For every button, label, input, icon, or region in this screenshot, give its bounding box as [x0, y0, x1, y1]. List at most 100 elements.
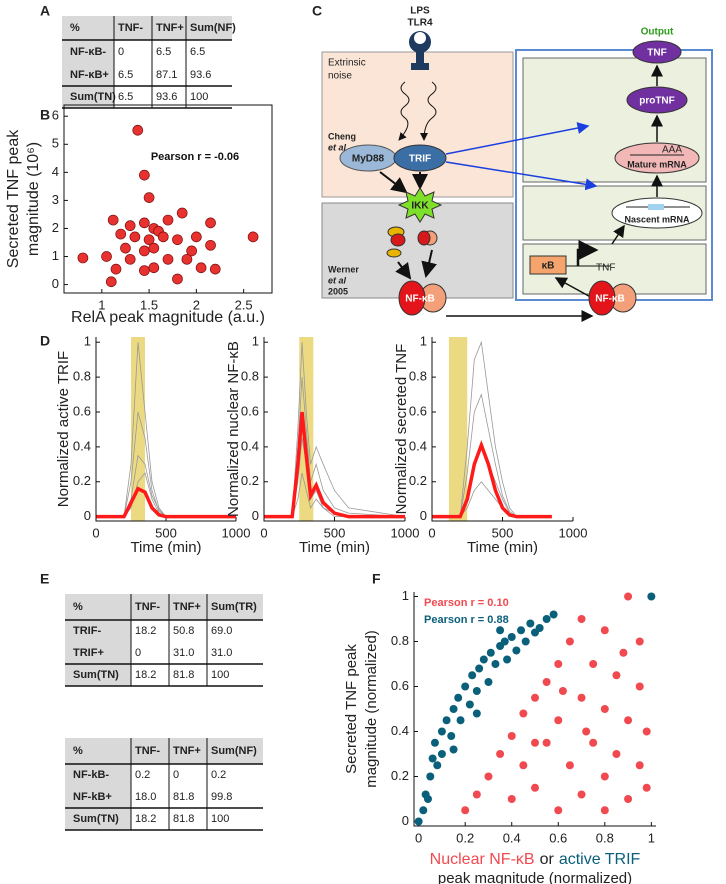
- node-label: Nascent mRNA: [624, 214, 690, 224]
- y-tick-label: 0.4: [241, 438, 259, 453]
- point: [486, 648, 495, 657]
- promoter: [576, 240, 599, 266]
- table: % TNF- TNF+ Sum(NF) NF-κB- 0 6.5 6.5 NF-κB+ 6.5 87…: [62, 16, 236, 109]
- point: [209, 263, 221, 275]
- y-tick-label: 0.8: [391, 633, 409, 648]
- citation: Cheng: [328, 131, 356, 141]
- point: [139, 245, 150, 257]
- point: [500, 637, 509, 646]
- nascent-mrna-node: [611, 197, 703, 229]
- y-axis-label: Secreted TNF peak: [5, 129, 22, 268]
- table-cell: 6.5: [118, 91, 133, 103]
- y-tick-label: 1: [84, 334, 91, 349]
- point: [186, 245, 197, 257]
- point: [157, 231, 169, 243]
- table-cell: 99.8: [211, 791, 232, 803]
- x-tick-label: 500: [324, 525, 346, 540]
- point: [465, 700, 474, 709]
- x-tick-label: 1000: [222, 525, 251, 540]
- point: [77, 252, 89, 264]
- table-cell: TNF+: [173, 601, 201, 613]
- point: [205, 217, 216, 229]
- table-cell: NF-kB-: [73, 769, 109, 781]
- table-cell: 50.8: [173, 625, 194, 637]
- node-label: AAA: [662, 145, 682, 156]
- table-cell: 81.8: [173, 813, 194, 825]
- point: [526, 619, 535, 628]
- point: [600, 806, 609, 815]
- point: [143, 234, 155, 246]
- line: [96, 454, 236, 518]
- annotation: Pearson r = 0.88: [424, 614, 509, 626]
- noise-label: Extrinsic: [328, 58, 366, 69]
- line: [432, 340, 552, 518]
- arrow: [421, 249, 437, 278]
- table-cell: 81.8: [173, 791, 194, 803]
- y-axis-label: Secreted TNF peak: [343, 644, 360, 774]
- axes: [95, 337, 236, 522]
- panel-label: E: [40, 571, 49, 587]
- point: [195, 262, 207, 274]
- y-tick-label: 0.2: [241, 473, 259, 488]
- point: [456, 716, 465, 725]
- node-label: TRIF: [409, 154, 431, 165]
- point: [507, 732, 516, 740]
- x-tick-label: 0.4: [503, 830, 521, 845]
- point: [503, 655, 512, 664]
- trif-node: [393, 144, 447, 172]
- table-cell: 69.0: [211, 625, 232, 637]
- point: [461, 806, 470, 815]
- rowhead-bg: [65, 738, 131, 830]
- x-tick-label: 0.8: [596, 830, 614, 845]
- point: [139, 169, 150, 181]
- point: [447, 732, 456, 740]
- y-tick-label: 0.6: [391, 678, 409, 693]
- line: [432, 440, 552, 519]
- point: [107, 214, 119, 226]
- point: [600, 772, 609, 781]
- table-cell: TRIF+: [73, 647, 104, 659]
- point: [105, 276, 117, 288]
- table-cell: TRIF-: [73, 625, 101, 637]
- table-cell: 100: [190, 91, 208, 103]
- table-cell: 100: [211, 813, 229, 825]
- node-label: NF-κB: [595, 294, 624, 305]
- point: [247, 231, 259, 243]
- y-tick-label: 0.8: [241, 369, 259, 384]
- y-tick-label: 4: [52, 164, 59, 179]
- point: [461, 682, 470, 691]
- node-label: TNF: [647, 48, 666, 59]
- point: [162, 253, 174, 265]
- table-cell: Sum(NF): [190, 22, 236, 34]
- rowhead-bg: [65, 594, 131, 686]
- kb-site: [529, 255, 567, 275]
- y-axis-label: Normalized active TRIF: [55, 351, 72, 507]
- point: [624, 716, 633, 725]
- axes: [431, 337, 573, 522]
- annotation: Pearson r = 0.10: [424, 597, 509, 609]
- point: [519, 709, 528, 718]
- table-cell: 0.2: [211, 769, 226, 781]
- highlight-band: [448, 337, 468, 521]
- point: [475, 664, 484, 673]
- point: [635, 637, 644, 646]
- point: [472, 709, 481, 718]
- y-axis-label: magnitude (10⁶): [25, 142, 42, 256]
- line: [264, 342, 406, 518]
- table-cell: Sum(TN): [73, 813, 119, 825]
- point: [148, 242, 160, 254]
- point: [635, 682, 644, 691]
- point: [428, 754, 437, 763]
- table-cell: Sum(TR): [211, 601, 257, 613]
- y-tick-label: 6: [52, 108, 59, 123]
- point: [612, 750, 621, 758]
- panel-label: B: [40, 107, 50, 123]
- rowhead-bg: [62, 16, 114, 108]
- x-tick-label: 1: [98, 297, 105, 312]
- panel-label: F: [372, 571, 381, 587]
- point: [642, 727, 651, 736]
- x-axis-label: peak magnitude (normalized): [438, 870, 632, 884]
- citation: Werner: [328, 264, 359, 274]
